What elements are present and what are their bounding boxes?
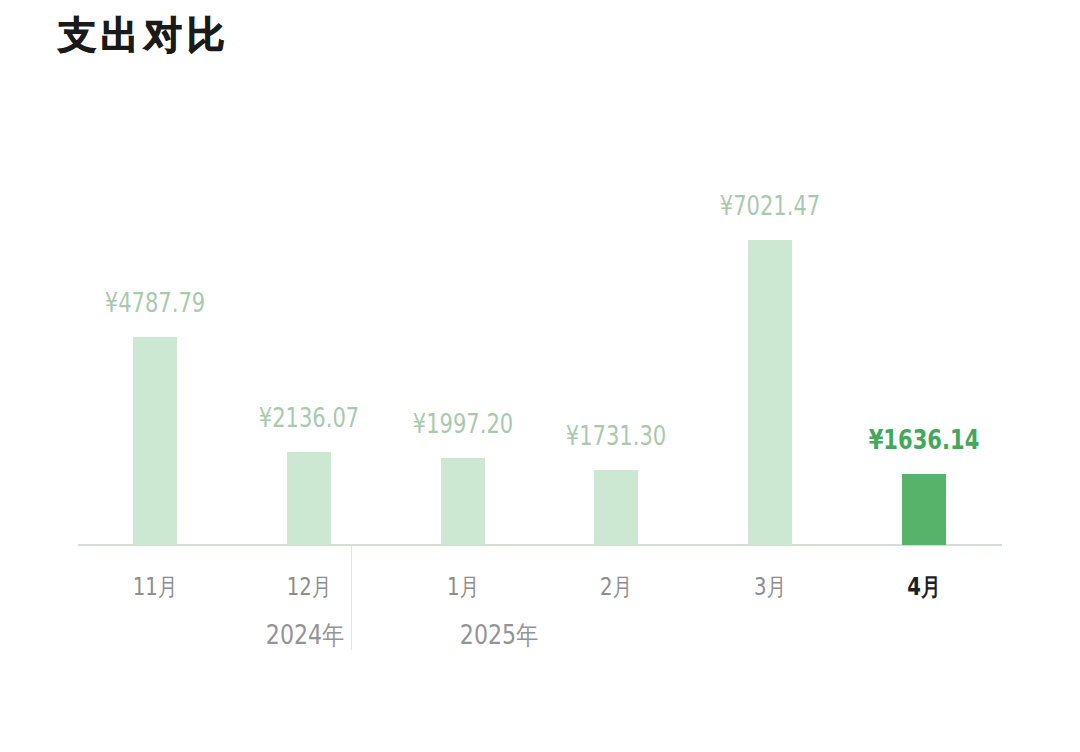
x-axis-line bbox=[78, 544, 1002, 546]
bar-4月[interactable] bbox=[902, 474, 946, 545]
bar-value-label: ¥7021.47 bbox=[700, 190, 840, 224]
bar-1月[interactable] bbox=[441, 458, 485, 545]
bar-value-label: ¥1997.20 bbox=[392, 408, 532, 442]
month-label: 3月 bbox=[721, 571, 819, 601]
bar-value-label: ¥2136.07 bbox=[239, 402, 379, 436]
bar-value-label: ¥1636.14 bbox=[854, 424, 994, 458]
bar-12月[interactable] bbox=[287, 452, 331, 545]
bar-value-label: ¥4787.79 bbox=[85, 287, 225, 321]
bar-2月[interactable] bbox=[594, 470, 638, 545]
year-label-2024: 2024年 bbox=[237, 618, 373, 648]
bar-11月[interactable] bbox=[133, 337, 177, 545]
bar-3月[interactable] bbox=[748, 240, 792, 545]
month-label: 11月 bbox=[106, 571, 204, 601]
expense-bar-chart: ¥4787.79 11月 ¥2136.07 12月 ¥1997.20 1月 ¥1731.30… bbox=[0, 0, 1080, 752]
year-label-2025: 2025年 bbox=[431, 618, 567, 648]
month-label: 2月 bbox=[567, 571, 665, 601]
month-label: 12月 bbox=[260, 571, 358, 601]
month-label: 1月 bbox=[413, 571, 511, 601]
month-label: 4月 bbox=[875, 571, 973, 601]
bar-value-label: ¥1731.30 bbox=[546, 420, 686, 454]
